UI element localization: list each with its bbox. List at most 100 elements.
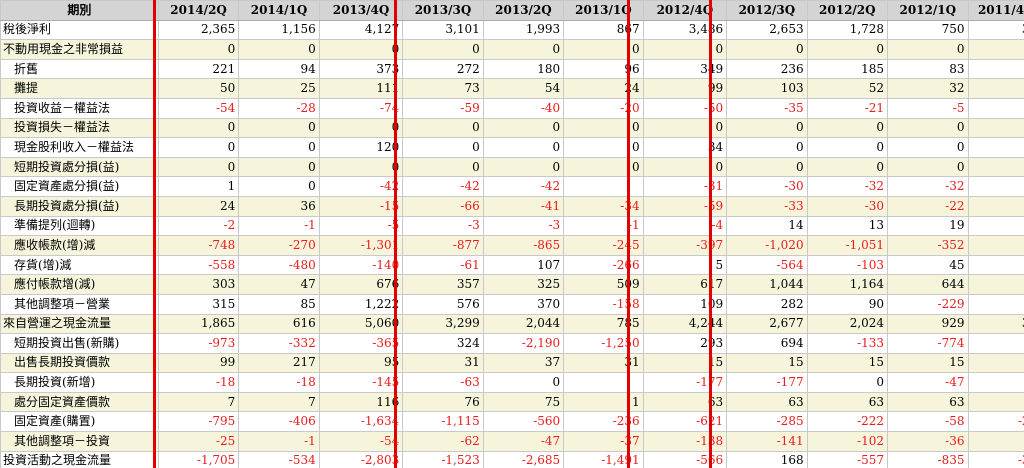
period-header-label: 期別 — [0, 0, 159, 21]
value-cell: -3 — [482, 215, 565, 237]
value-cell: 1 — [563, 391, 644, 413]
row-label: 現金股利收入－權益法 — [0, 137, 159, 158]
value-cell: 76 — [402, 391, 484, 413]
value-cell: 15 — [806, 352, 889, 374]
value-cell: 293 — [642, 333, 728, 354]
row-label: 處分固定資產價款 — [0, 391, 159, 413]
value-cell: 52 — [806, 78, 889, 99]
value-cell: 1,044 — [726, 274, 808, 295]
value-cell: 644 — [887, 274, 969, 295]
value-cell: 63 — [726, 391, 808, 413]
period-header: 2013/4Q — [318, 0, 404, 21]
value-cell — [967, 195, 1024, 217]
row-label: 投資收益－權益法 — [0, 97, 159, 119]
table-row: 攤提50251117354249910352321 — [0, 78, 1024, 99]
value-cell: -50 — [642, 97, 728, 119]
value-cell: -2,803 — [318, 450, 404, 468]
value-cell: 0 — [563, 156, 644, 178]
value-cell: 750 — [887, 19, 969, 41]
value-cell: 2,677 — [726, 313, 808, 335]
value-cell: 0 — [887, 39, 969, 60]
table-row: 現金股利收入－權益法 0 0 120 0 0 0 34 0 0 0 — [0, 137, 1024, 158]
row-label: 存貨(增)減 — [0, 254, 159, 276]
value-cell: -54 — [157, 97, 240, 119]
value-cell: -47 — [887, 372, 969, 393]
value-cell: -795 — [157, 411, 240, 433]
value-cell: 785 — [563, 313, 644, 335]
value-cell: 31 — [563, 352, 644, 374]
value-cell: -621 — [642, 411, 728, 433]
value-cell: 0 — [967, 39, 1024, 60]
value-cell: 25 — [238, 78, 320, 99]
value-cell: -365 — [318, 333, 404, 354]
value-cell: -102 — [806, 431, 889, 452]
value-cell: -236 — [563, 411, 644, 433]
value-cell: 0 — [642, 156, 728, 178]
table-row: 其他調整項－投資 -25 -1 -54 -62 -47 -37 -138 -141 -102 -36 — [0, 431, 1024, 452]
value-cell: 3,5 — [967, 19, 1024, 41]
row-label: 短期投資出售(新購) — [0, 333, 159, 354]
value-cell: 1,728 — [806, 19, 889, 41]
table-row: 短期投資出售(新購) -973 -332 -365 324 -2,190 -1,250 293… — [0, 333, 1024, 354]
table-row: 其他調整項－營業 315 85 1,222 576 370 -158 109 282 90 -229… — [0, 293, 1024, 315]
value-cell: 0 — [806, 117, 889, 139]
value-cell: 109 — [642, 293, 728, 315]
value-cell — [967, 352, 1024, 374]
table-row: 長期投資處分損(益) 24 36 -15 -66 -41 -34 -59 -33 -30 -22 — [0, 195, 1024, 217]
value-cell: -37 — [563, 431, 644, 452]
value-cell: -177 — [726, 372, 808, 393]
row-label: 長期投資處分損(益) — [0, 195, 159, 217]
table-row: 應收帳款(增)減 -748 -270 -1,301 -877 -865 -245 -397 -1… — [0, 235, 1024, 256]
value-cell: -1 — [238, 215, 320, 237]
value-cell: -5 — [887, 97, 969, 119]
value-cell: 0 — [318, 39, 404, 60]
value-cell: -138 — [642, 431, 728, 452]
value-cell: -15 — [318, 195, 404, 217]
period-header: 2013/2Q — [482, 0, 565, 21]
value-cell: 95 — [318, 352, 404, 374]
value-cell: 0 — [157, 156, 240, 178]
value-cell: 24 — [157, 195, 240, 217]
value-cell — [967, 274, 1024, 295]
value-cell: -1 — [563, 215, 644, 237]
value-cell: -18 — [238, 372, 320, 393]
value-cell: 325 — [482, 274, 565, 295]
value-cell: 37 — [482, 352, 565, 374]
value-cell: 0 — [563, 39, 644, 60]
value-cell: 3,486 — [642, 19, 728, 41]
value-cell: 99 — [157, 352, 240, 374]
value-cell: 509 — [563, 274, 644, 295]
value-cell: -59 — [402, 97, 484, 119]
value-cell: 0 — [238, 39, 320, 60]
row-label: 投資損失－權益法 — [0, 117, 159, 139]
value-cell: 0 — [157, 137, 240, 158]
value-cell: 370 — [482, 293, 565, 315]
value-cell: -2,190 — [482, 333, 565, 354]
value-cell — [967, 137, 1024, 158]
value-cell: -1,491 — [563, 450, 644, 468]
value-cell: 0 — [318, 117, 404, 139]
value-cell: -32 — [887, 176, 969, 197]
value-cell: -5 — [318, 215, 404, 237]
value-cell: -32 — [806, 176, 889, 197]
value-cell — [967, 97, 1024, 119]
value-cell: -229 — [887, 293, 969, 315]
row-label: 短期投資處分損(益) — [0, 156, 159, 178]
value-cell — [563, 176, 644, 197]
value-cell: -534 — [238, 450, 320, 468]
value-cell: 45 — [887, 254, 969, 276]
value-cell: 676 — [318, 274, 404, 295]
period-header: 2012/1Q — [887, 0, 969, 21]
value-cell: -47 — [482, 431, 565, 452]
value-cell: 0 — [726, 117, 808, 139]
value-cell: -3 — [967, 254, 1024, 276]
value-cell: -1,051 — [806, 235, 889, 256]
table-row: 處分固定資產價款 7 7 116 76 75 1 63 63 63 63 — [0, 391, 1024, 413]
value-cell: -74 — [318, 97, 404, 119]
value-cell: 357 — [402, 274, 484, 295]
value-cell: 168 — [726, 450, 808, 468]
value-cell: -1,523 — [402, 450, 484, 468]
value-cell: -835 — [887, 450, 969, 468]
value-cell: 0 — [402, 39, 484, 60]
